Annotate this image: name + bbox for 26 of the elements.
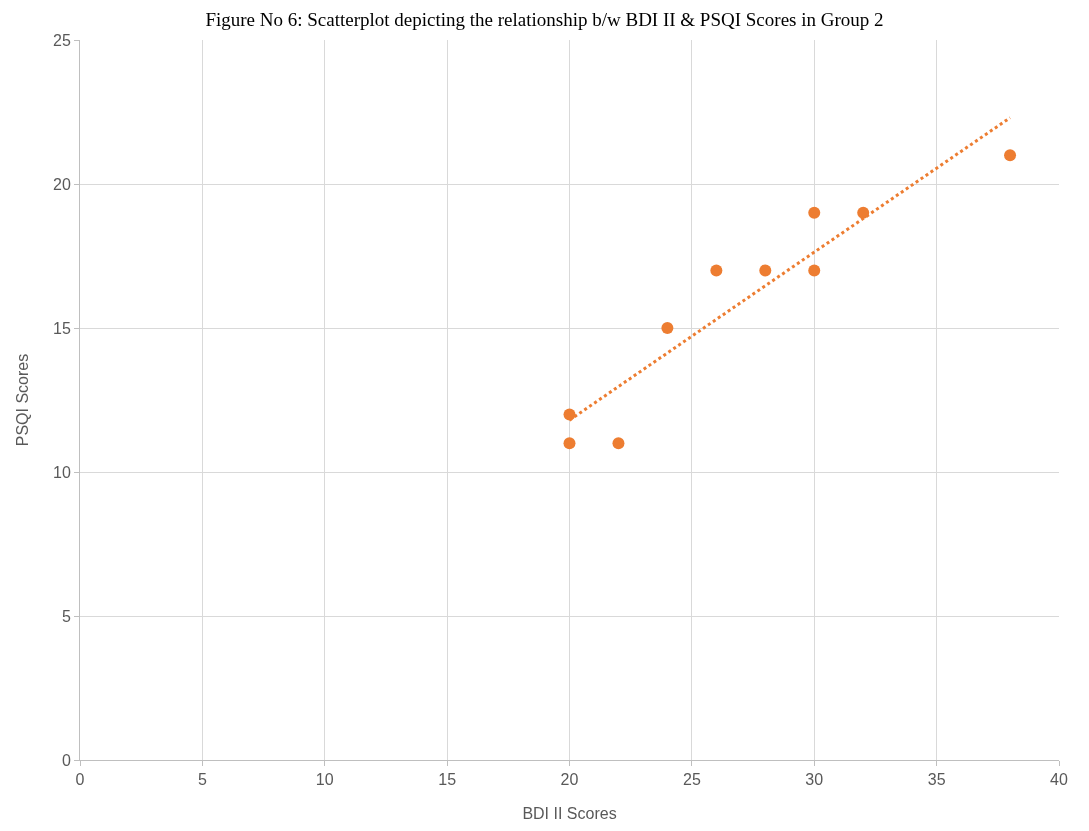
point [808,264,821,277]
x-tick-label: 30 [805,771,824,789]
point [759,264,772,277]
point [710,264,723,277]
point [808,206,821,219]
point [661,322,674,334]
x-tick-label: 35 [927,771,946,789]
chart-title: Figure No 6: Scatterplot depicting the relationship b/w BDI II & PSQI Scores in Group 2 [205,8,884,30]
x-tick-label: 20 [560,771,579,789]
x-tick-label: 5 [197,771,207,789]
point [612,437,625,450]
x-tick-label: 25 [682,771,701,789]
y-tick-label: 10 [53,463,71,481]
x-tick-label: 10 [315,771,334,789]
y-axis-title: PSQI Scores [13,353,31,447]
point [1004,149,1017,162]
y-tick-label: 0 [61,751,71,769]
x-tick-label: 15 [438,771,457,789]
y-tick-label: 5 [61,607,71,625]
point [563,437,576,450]
y-tick-label: 25 [53,31,71,49]
x-tick-label: 40 [1050,771,1068,789]
x-tick-label: 0 [75,771,85,789]
x-axis-title: BDI II Scores [522,804,617,822]
y-tick-label: 20 [53,175,71,193]
y-tick-label: 15 [53,319,71,337]
